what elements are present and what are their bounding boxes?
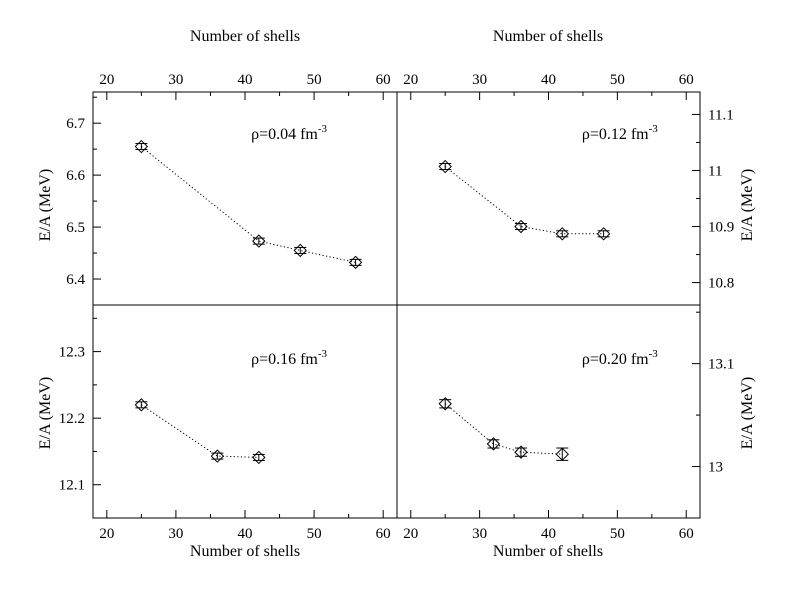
chart-panel-top-left: 20 30 40 50 60 6.4 6.5 6.6 6.7 ρ=0.04 fm-3 xyxy=(66,72,398,306)
data-point xyxy=(596,227,611,241)
x-tick-label: 30 xyxy=(168,72,183,88)
chart-panel-bottom-right: 20 30 40 50 60 13 13.1 ρ=0.20 fm-3 xyxy=(396,304,734,542)
data-point xyxy=(293,243,307,258)
data-point xyxy=(134,139,149,154)
y-tick-label: 13 xyxy=(708,460,723,476)
x-tick-label: 60 xyxy=(679,526,694,542)
x-tick-label: 40 xyxy=(541,72,556,88)
x-tick-label: 20 xyxy=(99,72,114,88)
data-point xyxy=(486,437,501,451)
density-annotation-base: ρ=0.20 fm xyxy=(582,351,649,368)
x-tick-label: 40 xyxy=(238,72,253,88)
data-point xyxy=(438,397,452,411)
data-point xyxy=(438,159,452,174)
diamond-marker xyxy=(438,397,452,411)
density-annotation: ρ=0.20 fm-3 xyxy=(582,348,658,368)
x-tick-label: 40 xyxy=(541,526,556,542)
chart-panel-top-right: 20 30 40 50 60 10.8 10.9 11 11.1 ρ=0.12 fm-3 xyxy=(396,72,734,306)
x-tick-label: 60 xyxy=(679,72,694,88)
y-tick-label: 13.1 xyxy=(708,357,734,373)
diamond-marker xyxy=(596,227,611,241)
x-tick-label: 30 xyxy=(168,526,183,542)
density-annotation-base: ρ=0.16 fm xyxy=(251,351,318,368)
y-axis-title-top-left: E/A (MeV) xyxy=(37,169,54,241)
data-point xyxy=(252,234,266,248)
x-tick-label: 60 xyxy=(376,526,391,542)
density-annotation-exponent: -3 xyxy=(318,123,328,135)
data-point xyxy=(252,450,266,465)
y-tick-label: 12.2 xyxy=(59,411,85,427)
x-tick-label: 50 xyxy=(610,72,625,88)
panels-group: 20 30 40 50 606.46.56.66.7ρ=0.04 fm-320 30 40 5… xyxy=(59,72,735,542)
diamond-marker xyxy=(555,227,569,241)
y-tick-label: 12.3 xyxy=(59,345,85,361)
x-tick-label: 20 xyxy=(403,72,418,88)
density-annotation-base: ρ=0.12 fm xyxy=(582,126,649,143)
y-tick-label: 10.9 xyxy=(708,220,734,236)
density-annotation-base: ρ=0.04 fm xyxy=(251,126,318,143)
x-tick-label: 50 xyxy=(307,72,322,88)
y-tick-label: 11.1 xyxy=(708,107,734,123)
diamond-marker xyxy=(514,445,528,459)
x-tick-label: 20 xyxy=(99,526,114,542)
y-tick-label: 6.7 xyxy=(66,116,85,132)
diamond-marker xyxy=(252,234,266,248)
top-x-axis-title-right: Number of shells xyxy=(493,28,603,45)
top-x-axis-title-left: Number of shells xyxy=(190,28,300,45)
diamond-marker xyxy=(134,398,149,412)
data-point xyxy=(348,255,363,270)
x-tick-label: 50 xyxy=(307,526,322,542)
y-tick-label: 6.5 xyxy=(66,220,85,236)
series-line xyxy=(141,404,259,458)
data-point xyxy=(210,449,225,463)
diamond-marker xyxy=(514,219,528,234)
y-tick-label: 6.4 xyxy=(66,272,85,288)
chart-panel-bottom-left: 20 30 40 50 60 12.1 12.2 12.3 ρ=0.16 fm-3 xyxy=(59,304,398,542)
x-tick-label: 50 xyxy=(610,526,625,542)
bottom-x-axis-title-right: Number of shells xyxy=(493,543,603,560)
diamond-marker xyxy=(348,255,363,270)
x-tick-label: 30 xyxy=(472,72,487,88)
data-point xyxy=(514,219,528,234)
y-tick-label: 11 xyxy=(708,163,722,179)
diamond-marker xyxy=(293,243,307,258)
density-annotation-exponent: -3 xyxy=(318,348,328,360)
x-tick-label: 40 xyxy=(238,526,253,542)
series-line xyxy=(444,403,563,455)
data-point xyxy=(134,398,149,412)
x-tick-label: 20 xyxy=(403,526,418,542)
density-annotation: ρ=0.04 fm-3 xyxy=(251,123,327,143)
diamond-marker xyxy=(438,159,452,174)
density-annotation: ρ=0.12 fm-3 xyxy=(582,123,658,143)
bottom-x-axis-title-left: Number of shells xyxy=(190,543,300,560)
density-annotation-exponent: -3 xyxy=(649,123,659,135)
data-point xyxy=(555,447,569,461)
density-annotation-exponent: -3 xyxy=(649,348,659,360)
data-point xyxy=(555,227,569,241)
diamond-marker xyxy=(134,139,149,154)
diamond-marker xyxy=(252,450,266,465)
x-tick-label: 60 xyxy=(376,72,391,88)
y-tick-label: 10.8 xyxy=(708,276,734,292)
diamond-marker xyxy=(486,437,501,451)
y-axis-title-bottom-left: E/A (MeV) xyxy=(37,377,54,449)
y-tick-label: 12.1 xyxy=(59,478,85,494)
diamond-marker xyxy=(555,447,569,461)
y-axis-title-top-right: E/A (MeV) xyxy=(739,169,756,241)
series-line xyxy=(444,166,604,235)
y-axis-title-bottom-right: E/A (MeV) xyxy=(739,377,756,449)
y-tick-label: 6.6 xyxy=(66,168,85,184)
data-point xyxy=(514,445,528,459)
diamond-marker xyxy=(210,449,225,463)
x-tick-label: 30 xyxy=(472,526,487,542)
density-annotation: ρ=0.16 fm-3 xyxy=(251,348,327,368)
